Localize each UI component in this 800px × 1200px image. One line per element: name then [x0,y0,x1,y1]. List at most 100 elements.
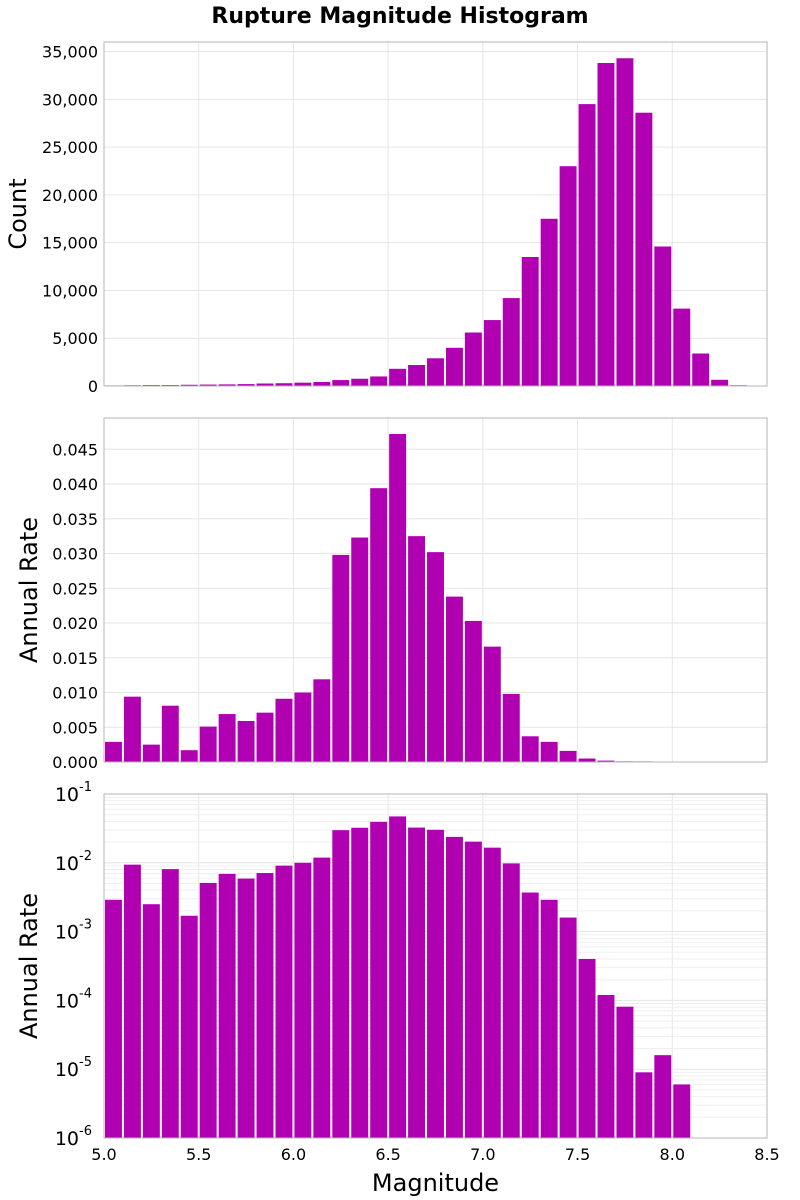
histogram-bar [483,847,501,1138]
y-tick-label: 0.035 [52,510,98,529]
histogram-bar [199,882,217,1138]
histogram-bar [142,904,160,1138]
histogram-bar [578,758,596,762]
y-axis-label: Count [4,178,32,249]
x-tick-label: 7.0 [470,1145,495,1164]
y-tick-label: 0.015 [52,649,98,668]
bars [105,816,691,1138]
histogram-bar [256,712,274,762]
histogram-bar [294,862,312,1138]
y-tick-label: 0.045 [52,440,98,459]
histogram-bar [654,1055,672,1138]
y-tick-exponent: -3 [79,918,92,933]
y-tick-label: 35,000 [42,43,98,62]
count-histogram-panel: 0 5,000 10,000 15,000 20,000 25,000 30,000 35,0… [4,41,768,396]
y-tick-label: 25,000 [42,138,98,157]
y-tick-label: 10-2 [55,849,92,875]
histogram-bar [597,994,615,1138]
y-tick-label: 0 [88,377,98,396]
histogram-bar [332,554,350,762]
y-tick-label: 10,000 [42,281,98,300]
histogram-bar [559,917,577,1138]
histogram-bar [256,383,274,386]
y-tick-exponent: -6 [79,1124,92,1139]
histogram-bar [313,857,331,1138]
histogram-bar [275,865,293,1138]
y-tick-label: 0.040 [52,475,98,494]
histogram-bar [256,873,274,1138]
histogram-bar [445,596,463,762]
y-tick-exponent: -2 [79,849,92,864]
y-tick-base: 10 [55,1128,79,1150]
histogram-bar [616,58,634,387]
plot-frame [103,793,768,1139]
y-tick-label: 0.030 [52,545,98,564]
x-tick-label: 5.5 [186,1145,211,1164]
histogram-bar [540,218,558,386]
histogram-bar [521,257,539,386]
x-tick-labels: 5.0 5.5 6.0 6.5 7.0 7.5 8.0 8.5 [91,1145,779,1164]
x-tick-label: 8.0 [660,1145,685,1164]
histogram-bar [540,899,558,1138]
histogram-bar [445,836,463,1138]
histogram-bar [559,166,577,386]
y-tick-base: 10 [55,784,79,806]
y-tick-label: 10-5 [55,1055,92,1081]
y-tick-label: 0.005 [52,718,98,737]
histogram-bar [692,353,710,386]
y-tick-label: 0.025 [52,579,98,598]
y-tick-label: 15,000 [42,234,98,253]
histogram-bar [483,646,501,762]
x-tick-label: 5.0 [91,1145,116,1164]
plot-frame [103,41,768,387]
y-tick-label: 5,000 [52,329,98,348]
histogram-bar [351,537,369,762]
histogram-bar [389,368,407,386]
histogram-bar [370,376,388,386]
chart-title: Rupture Magnitude Histogram [211,4,588,29]
histogram-bar [105,899,122,1138]
y-tick-label: 20,000 [42,186,98,205]
histogram-bar [635,112,653,387]
histogram-bar [408,536,426,762]
histogram-bar [237,878,255,1138]
histogram-bar [199,726,217,762]
histogram-bar [180,915,198,1138]
histogram-bar [161,705,179,762]
histogram-bar [445,347,463,386]
y-tick-exponent: -4 [79,986,92,1001]
histogram-bar [464,841,482,1138]
y-tick-labels: 10-610-510-410-310-210-1 [55,780,92,1150]
y-tick-label: 0.020 [52,614,98,633]
plot-frame [103,417,768,763]
y-tick-label: 10-3 [55,918,92,944]
y-tick-base: 10 [55,853,79,875]
histogram-bar [502,863,520,1138]
histogram-bar [408,364,426,386]
histogram-bar [199,384,217,386]
histogram-bar [218,714,236,762]
histogram-bar [711,379,729,386]
y-tick-exponent: -1 [79,780,92,795]
histogram-bar [237,384,255,386]
histogram-bar [408,827,426,1138]
histogram-bar [597,760,615,762]
histogram-bar [521,736,539,762]
histogram-bar [559,750,577,762]
histogram-bar [673,308,691,386]
histogram-bar [654,246,672,386]
histogram-bar [578,104,596,387]
histogram-bar [123,864,141,1138]
histogram-bar [351,827,369,1138]
histogram-bar [237,721,255,762]
y-tick-label: 10-4 [55,986,92,1012]
y-tick-label: 30,000 [42,90,98,109]
histogram-bar [540,741,558,762]
histogram-bar [294,382,312,386]
x-axis-label: Magnitude [372,1169,499,1197]
x-tick-label: 8.5 [754,1145,779,1164]
x-tick-label: 6.0 [281,1145,306,1164]
histogram-bar [351,378,369,386]
histogram-bar [275,383,293,386]
